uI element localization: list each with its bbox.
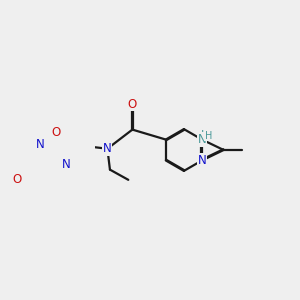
- Text: N: N: [62, 158, 71, 170]
- Text: N: N: [198, 154, 206, 167]
- Text: H: H: [201, 130, 209, 140]
- Text: O: O: [128, 98, 137, 111]
- Text: H: H: [205, 131, 212, 141]
- Text: N: N: [198, 133, 206, 146]
- Text: O: O: [52, 126, 61, 139]
- Text: N: N: [103, 142, 112, 155]
- Text: N: N: [35, 138, 44, 151]
- Text: O: O: [12, 173, 22, 186]
